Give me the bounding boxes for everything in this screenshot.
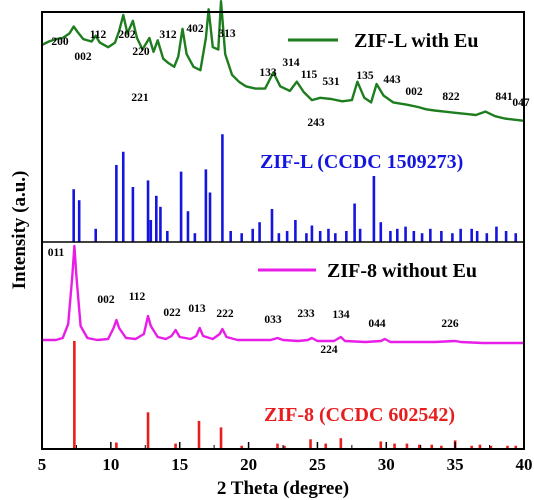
- peak-label-zif-l: 822: [442, 91, 460, 103]
- peak-label-zif-8: 233: [297, 308, 315, 320]
- peak-label-zif-8: 002: [97, 294, 115, 306]
- peak-label-zif-l: 202: [118, 29, 136, 41]
- series-line-zif-l-with-eu: [41, 0, 525, 122]
- peak-label-zif-8: 112: [129, 291, 146, 303]
- peak-label-zif-l: 531: [322, 76, 340, 88]
- peak-label-zif-l: 002: [74, 51, 92, 63]
- peak-label-zif-l: 841: [495, 91, 513, 103]
- legend-label-zif-8: ZIF-8 without Eu: [327, 260, 477, 282]
- x-tick-label: 10: [102, 455, 119, 474]
- peak-label-zif-l: 200: [51, 36, 69, 48]
- x-tick-label: 30: [378, 455, 395, 474]
- series-line-zif-8-without-eu: [42, 244, 524, 345]
- peak-label-zif-8: 013: [188, 303, 206, 315]
- peak-label-zif-8: 134: [332, 309, 350, 321]
- peak-label-zif-l: 312: [159, 29, 177, 41]
- x-tick-label: 35: [447, 455, 464, 474]
- peak-label-zif-l: 133: [259, 67, 277, 79]
- peak-label-zif-8: 033: [264, 314, 282, 326]
- x-tick-label: 20: [240, 455, 257, 474]
- peak-label-zif-l: 220: [132, 46, 150, 58]
- x-axis-title: 2 Theta (degree): [217, 478, 349, 499]
- peak-label-zif-l: 112: [90, 29, 107, 41]
- peak-label-zif-l: 314: [282, 57, 300, 69]
- peak-label-zif-l: 402: [186, 23, 204, 35]
- peak-label-zif-l: 002: [405, 86, 423, 98]
- peak-label-zif-l: 221: [131, 92, 149, 104]
- peak-label-zif-l: 135: [356, 70, 374, 82]
- y-axis-title: Intensity (a.u.): [9, 171, 30, 290]
- x-tick-label: 5: [38, 455, 47, 474]
- peak-label-zif-8: 226: [441, 318, 459, 330]
- legend-label-zif-l-eu: ZIF-L with Eu: [354, 30, 478, 52]
- peak-label-zif-8: 044: [368, 318, 386, 330]
- peak-label-zif-l: 243: [307, 117, 325, 129]
- peak-label-zif-l: 115: [301, 69, 318, 81]
- peak-label-zif-8: 011: [48, 247, 65, 259]
- peak-label-zif-l: 047: [512, 97, 530, 109]
- plot-frame: [41, 11, 525, 450]
- reference-label-zif-8: ZIF-8 (CCDC 602542): [264, 404, 455, 426]
- x-tick-label: 40: [516, 455, 533, 474]
- peak-label-zif-l: 443: [383, 74, 401, 86]
- x-tick-label: 25: [309, 455, 326, 474]
- peak-label-zif-8: 022: [163, 307, 181, 319]
- reference-label-zif-l: ZIF-L (CCDC 1509273): [260, 151, 463, 173]
- x-tick-label: 15: [171, 455, 188, 474]
- peak-label-zif-l: 313: [218, 28, 236, 40]
- peak-label-zif-8: 222: [216, 308, 234, 320]
- peak-label-zif-8: 224: [320, 344, 338, 356]
